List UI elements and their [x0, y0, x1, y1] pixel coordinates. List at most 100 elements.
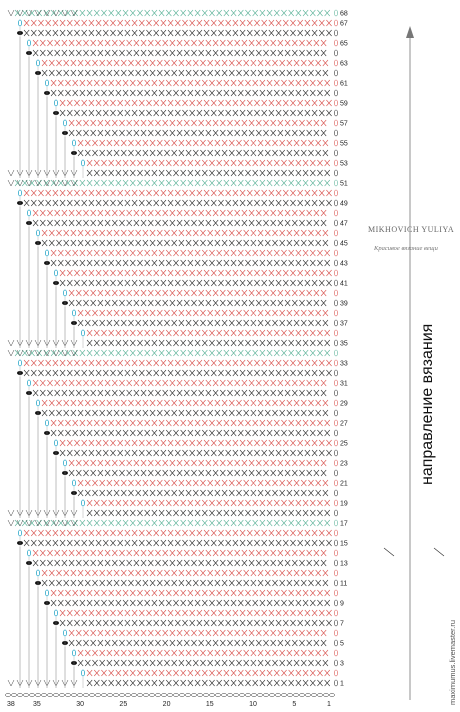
single-crochet-stitch: [138, 359, 145, 367]
single-crochet-stitch: [169, 49, 176, 57]
single-crochet-stitch: [221, 149, 228, 157]
single-crochet-stitch: [45, 189, 52, 197]
turning-chain: [334, 169, 338, 177]
single-crochet-stitch: [286, 309, 293, 317]
single-crochet-stitch: [324, 669, 331, 677]
single-crochet-stitch: [218, 539, 224, 547]
single-crochet-stitch: [221, 229, 228, 237]
single-crochet-stitch: [205, 469, 212, 477]
single-crochet-stitch: [214, 239, 221, 247]
single-crochet-stitch: [113, 229, 120, 237]
single-crochet-stitch: [189, 199, 196, 207]
single-crochet-stitch: [74, 359, 80, 367]
single-crochet-stitch: [232, 269, 239, 277]
single-crochet-stitch: [101, 169, 107, 177]
single-crochet-stitch: [23, 359, 30, 367]
single-crochet-stitch: [212, 389, 219, 397]
single-crochet-stitch: [198, 219, 205, 227]
single-crochet-stitch: [272, 399, 278, 407]
single-crochet-stitch: [122, 159, 129, 167]
single-crochet-stitch: [291, 379, 298, 387]
single-crochet-stitch: [248, 549, 255, 557]
turning-chain: [334, 399, 338, 407]
single-crochet-stitch: [185, 239, 192, 247]
single-crochet-stitch: [126, 299, 133, 307]
single-crochet-stitch: [160, 609, 167, 617]
single-crochet-stitch: [302, 169, 309, 177]
single-crochet-stitch: [259, 669, 266, 677]
single-crochet-stitch: [77, 579, 84, 587]
single-crochet-stitch: [273, 259, 280, 267]
single-crochet-stitch: [263, 459, 269, 467]
single-crochet-stitch: [156, 569, 163, 577]
single-crochet-stitch: [254, 359, 260, 367]
single-crochet-stitch: [173, 509, 179, 517]
single-crochet-stitch: [171, 319, 178, 327]
single-crochet-stitch: [48, 69, 55, 77]
turning-chain: [334, 479, 338, 487]
single-crochet-stitch: [255, 629, 262, 637]
single-crochet-stitch: [113, 319, 120, 327]
single-crochet-stitch: [178, 409, 185, 417]
single-crochet-stitch: [140, 639, 147, 647]
single-crochet-stitch: [173, 519, 179, 527]
single-crochet-stitch: [191, 549, 197, 557]
single-crochet-stitch: [147, 459, 154, 467]
single-crochet-stitch: [102, 199, 109, 207]
single-crochet-stitch: [322, 139, 329, 147]
foundation-chain-stitch: [311, 693, 317, 697]
single-crochet-stitch: [180, 509, 187, 517]
single-crochet-stitch: [99, 319, 106, 327]
single-crochet-stitch: [270, 629, 277, 637]
single-crochet-stitch: [48, 229, 55, 237]
single-crochet-stitch: [252, 9, 259, 17]
single-crochet-stitch: [129, 429, 136, 437]
single-crochet-stitch: [299, 549, 305, 557]
single-crochet-stitch: [239, 109, 246, 117]
single-crochet-stitch: [57, 259, 64, 267]
single-crochet-stitch: [320, 39, 327, 47]
single-crochet-stitch: [245, 329, 251, 337]
single-crochet-stitch: [230, 329, 237, 337]
single-crochet-stitch: [59, 529, 66, 537]
single-crochet-stitch: [32, 219, 39, 227]
single-crochet-stitch: [241, 469, 248, 477]
single-crochet-stitch: [223, 179, 230, 187]
single-crochet-stitch: [165, 169, 172, 177]
single-crochet-stitch: [113, 399, 120, 407]
row-number-label: 68: [340, 11, 348, 18]
single-crochet-stitch: [192, 409, 199, 417]
single-crochet-stitch: [165, 599, 172, 607]
single-crochet-stitch: [281, 419, 287, 427]
single-crochet-stitch: [174, 449, 181, 457]
single-crochet-stitch: [106, 479, 113, 487]
single-crochet-stitch: [72, 589, 79, 597]
single-crochet-stitch: [156, 479, 163, 487]
single-crochet-stitch: [176, 209, 183, 217]
single-crochet-stitch: [81, 529, 88, 537]
single-crochet-stitch: [268, 199, 275, 207]
column-number-label: 5: [292, 701, 296, 708]
single-crochet-stitch: [205, 49, 212, 57]
single-crochet-stitch: [182, 99, 188, 107]
single-crochet-stitch: [185, 59, 192, 67]
single-crochet-stitch: [237, 169, 244, 177]
single-crochet-stitch: [290, 19, 296, 27]
single-crochet-stitch: [268, 609, 275, 617]
single-crochet-stitch: [324, 329, 331, 337]
single-crochet-stitch: [272, 309, 278, 317]
single-crochet-stitch: [119, 289, 125, 297]
single-crochet-stitch: [315, 659, 322, 667]
single-crochet-stitch: [93, 89, 100, 97]
single-crochet-stitch: [270, 129, 277, 137]
single-crochet-stitch: [128, 239, 134, 247]
single-crochet-stitch: [83, 219, 89, 227]
single-crochet-stitch: [128, 69, 134, 77]
single-crochet-stitch: [237, 9, 244, 17]
single-crochet-stitch: [133, 379, 140, 387]
single-crochet-stitch: [326, 189, 332, 197]
foundation-chain-stitch: [179, 693, 185, 697]
single-crochet-stitch: [81, 29, 88, 37]
single-crochet-stitch: [275, 529, 282, 537]
single-crochet-stitch: [225, 29, 232, 37]
